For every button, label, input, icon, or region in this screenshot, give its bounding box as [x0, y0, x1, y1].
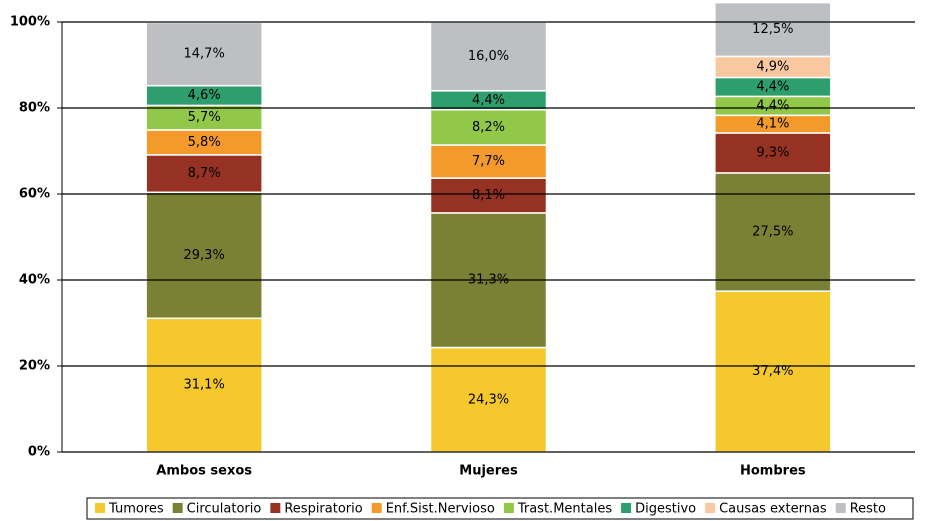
legend-swatch — [503, 503, 514, 513]
data-label: 24,3% — [468, 392, 509, 407]
legend-swatch — [621, 503, 632, 513]
legend-swatch — [835, 503, 846, 513]
y-tick-label: 20% — [19, 359, 50, 374]
bar-segment — [145, 154, 263, 194]
data-label: 29,3% — [184, 248, 225, 263]
data-label: 16,0% — [468, 49, 509, 64]
data-label: 9,3% — [756, 145, 789, 160]
legend-label: Causas externas — [719, 502, 827, 517]
bar-segment — [714, 132, 832, 174]
legend-label: Digestivo — [635, 502, 696, 517]
legend-label: Trast.Mentales — [517, 502, 612, 517]
data-label: 5,8% — [188, 135, 221, 150]
bar-segment — [429, 21, 548, 92]
data-label: 4,4% — [472, 93, 505, 108]
data-label: 8,1% — [472, 188, 505, 203]
data-label: 7,7% — [472, 154, 505, 169]
bar-segment — [429, 108, 548, 146]
data-label: 31,1% — [184, 378, 225, 393]
data-label: 4,4% — [756, 79, 789, 94]
data-label: 27,5% — [752, 225, 793, 240]
legend-label: Respiratorio — [284, 502, 362, 517]
x-tick-label: Hombres — [740, 464, 806, 479]
bar-segment — [145, 21, 263, 87]
x-tick-label: Mujeres — [459, 464, 518, 479]
data-label: 37,4% — [752, 364, 793, 379]
legend-label: Resto — [850, 502, 886, 517]
bar-segment — [714, 172, 832, 292]
bar-segment — [714, 1, 832, 58]
bar-segment — [145, 191, 263, 320]
y-tick-label: 40% — [19, 273, 50, 288]
data-label: 4,9% — [756, 59, 789, 74]
data-label: 4,6% — [188, 88, 221, 103]
data-label: 12,5% — [752, 22, 793, 37]
data-label: 4,1% — [756, 117, 789, 132]
bar-segment — [145, 104, 263, 131]
y-tick-label: 60% — [19, 187, 50, 202]
legend-label: Tumores — [108, 502, 164, 517]
bar-segment — [429, 177, 548, 214]
data-label: 8,2% — [472, 120, 505, 135]
legend-label: Enf.Sist.Nervioso — [386, 502, 495, 517]
y-tick-label: 100% — [10, 15, 50, 30]
data-label: 8,7% — [188, 166, 221, 181]
legend-swatch — [371, 503, 382, 513]
data-label: 5,7% — [188, 110, 221, 125]
y-tick-label: 80% — [19, 101, 50, 116]
y-tick-label: 0% — [28, 445, 50, 460]
legend-label: Circulatorio — [187, 502, 262, 517]
legend-swatch — [172, 503, 183, 513]
legend-swatch — [95, 503, 105, 513]
legend-swatch — [705, 503, 716, 513]
data-label: 14,7% — [184, 47, 225, 62]
x-tick-label: Ambos sexos — [156, 464, 252, 479]
legend-swatch — [270, 503, 281, 513]
bar-segment — [714, 290, 832, 453]
data-label: 4,4% — [756, 98, 789, 113]
